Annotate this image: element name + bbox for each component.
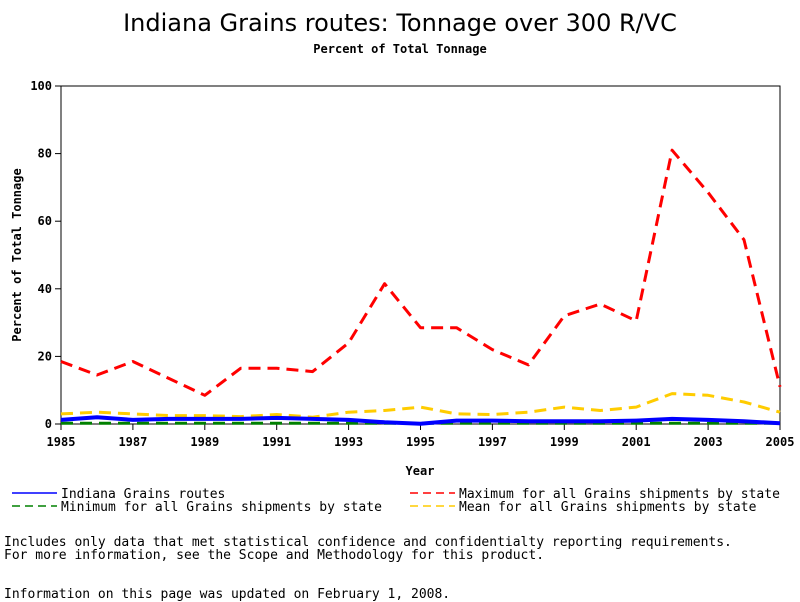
series-line-maximum [60, 148, 782, 397]
legend-label-mean: Mean for all Grains shipments by state [459, 500, 757, 515]
legend: Indiana Grains routes Minimum for all Gr… [12, 487, 780, 515]
x-tick-label: 1993 [334, 435, 363, 449]
y-tick-label: 20 [38, 349, 52, 363]
legend-label-maximum: Maximum for all Grains shipments by stat… [459, 487, 780, 502]
x-tick-label: 1995 [406, 435, 435, 449]
legend-label-indiana: Indiana Grains routes [61, 487, 225, 502]
y-tick-label: 80 [38, 147, 52, 161]
chart-subtitle: Percent of Total Tonnage [313, 42, 486, 56]
x-axis: 1985 1987 1989 1991 1993 1995 1997 1999 2001 2003… [47, 424, 795, 449]
x-tick-label: 1991 [262, 435, 291, 449]
series-lines [60, 148, 782, 426]
x-tick-label: 1997 [478, 435, 507, 449]
plot-frame [60, 85, 781, 425]
legend-label-minimum: Minimum for all Grains shipments by stat… [61, 500, 382, 515]
y-tick-label: 40 [38, 282, 52, 296]
y-axis-label: Percent of Total Tonnage [10, 168, 24, 341]
y-tick-label: 0 [45, 417, 52, 431]
chart-title: Indiana Grains routes: Tonnage over 300 … [123, 9, 677, 37]
y-tick-label: 100 [30, 79, 52, 93]
x-tick-label: 2001 [622, 435, 651, 449]
y-axis: 0 20 40 60 80 100 [30, 79, 61, 431]
note-methodology: For more information, see the Scope and … [4, 548, 545, 563]
series-line-indiana [60, 415, 781, 426]
x-axis-label: Year [406, 464, 435, 478]
x-tick-label: 1989 [190, 435, 219, 449]
x-tick-label: 2005 [766, 435, 795, 449]
note-confidence: Includes only data that met statistical … [4, 535, 732, 550]
x-tick-label: 1985 [47, 435, 76, 449]
x-tick-label: 1987 [118, 435, 147, 449]
series-line-mean [60, 392, 781, 419]
y-tick-label: 60 [38, 214, 52, 228]
x-tick-label: 1999 [550, 435, 579, 449]
note-updated: Information on this page was updated on … [4, 587, 451, 602]
x-tick-label: 2003 [694, 435, 723, 449]
